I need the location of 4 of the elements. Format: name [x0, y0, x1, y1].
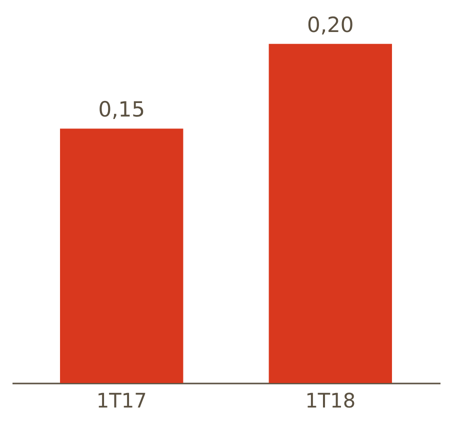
- data-label: 0,15: [98, 98, 145, 122]
- data-label: 0,20: [307, 12, 354, 37]
- x-tick-label: 1T17: [96, 388, 147, 412]
- x-tick-label: 1T18: [305, 388, 356, 412]
